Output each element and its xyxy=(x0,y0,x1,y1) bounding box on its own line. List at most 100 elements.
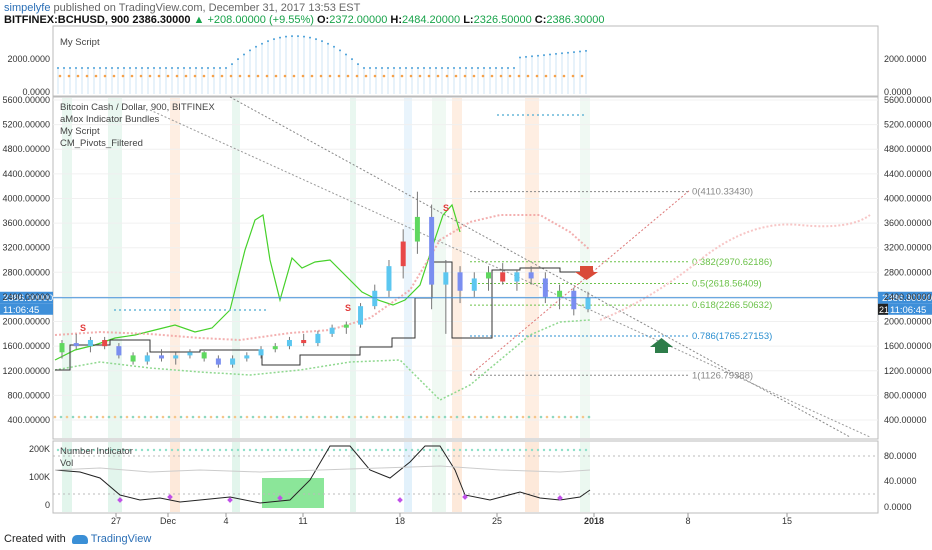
bottom-signal-dot xyxy=(98,448,102,452)
x-tick-label: Dec xyxy=(160,516,177,526)
countdown-tag-right-prefix: 21 xyxy=(879,305,889,315)
bottom-pane-frame xyxy=(52,440,879,514)
signal-dot xyxy=(124,309,126,311)
top-pane-dot xyxy=(75,67,77,69)
top-pane-dot xyxy=(543,54,545,57)
bottom-legend-vol[interactable]: Vol xyxy=(60,458,73,469)
top-pane-orange-dot xyxy=(526,74,530,78)
bottom-signal-dot xyxy=(224,448,228,452)
top-pane-dot xyxy=(117,67,119,69)
signal-dot-row xyxy=(185,415,189,419)
bottom-signal-dot xyxy=(392,448,396,452)
y-tick-label-left: 4800.00000 xyxy=(2,144,50,154)
top-pane-dot xyxy=(357,63,359,66)
top-pane-orange-dot xyxy=(301,74,305,78)
bottom-signal-dot xyxy=(524,448,528,452)
signal-dot-row xyxy=(425,415,429,419)
top-pane-dot xyxy=(345,53,347,56)
fib-level-label: 0(4110.33430) xyxy=(692,187,753,198)
x-tick-label: 8 xyxy=(685,516,690,526)
top-pane-dot xyxy=(519,56,521,59)
top-pane-dot xyxy=(99,67,101,69)
top-pane-dot xyxy=(291,35,293,38)
trendline-upper[interactable] xyxy=(229,96,851,438)
signal-dot-row xyxy=(209,415,213,419)
top-pane-orange-dot xyxy=(364,74,368,78)
candle-body xyxy=(173,355,179,359)
bottom-signal-dot xyxy=(194,448,198,452)
price-tag-left-text: 2386.30000 xyxy=(3,293,53,304)
signal-dot-row xyxy=(545,415,549,419)
bottom-signal-dot xyxy=(548,448,552,452)
oscillator-line xyxy=(54,203,461,361)
top-pane-dot xyxy=(249,49,251,52)
main-legend-pivots[interactable]: CM_Pivots_Filtered xyxy=(60,138,143,149)
signal-dot xyxy=(139,309,141,311)
signal-dot-row xyxy=(137,415,141,419)
bottom-signal-dot xyxy=(572,448,576,452)
bottom-signal-dot xyxy=(56,448,60,452)
top-pane-dot xyxy=(207,67,209,69)
symbol-info-bar: BITFINEX:BCHUSD, 900 2386.30000 ▲ +208.0… xyxy=(4,14,605,26)
candle-body xyxy=(471,278,477,291)
bottom-signal-dot xyxy=(122,448,126,452)
top-pane-dot xyxy=(447,67,449,69)
fib-level-label: 0.618(2266.50632) xyxy=(692,300,772,311)
candle-body xyxy=(443,272,449,285)
bottom-signal-dot xyxy=(230,448,234,452)
signal-dot-row xyxy=(569,415,573,419)
bottom-signal-dot xyxy=(374,448,378,452)
fib-retracement[interactable]: 0(4110.33430) 0.382(2970.62186) 0.5(2618.5… xyxy=(470,187,772,382)
signal-dot xyxy=(537,114,539,116)
candle-body xyxy=(301,340,307,344)
bottom-signal-dot xyxy=(332,448,336,452)
signal-dot xyxy=(502,114,504,116)
top-pane-orange-dot xyxy=(283,74,287,78)
main-legend-symbol[interactable]: Bitcoin Cash / Dollar, 900, BITFINEX xyxy=(60,102,215,113)
bottom-signal-dot xyxy=(434,448,438,452)
tradingview-brand[interactable]: TradingView xyxy=(90,533,152,545)
projection-band xyxy=(599,214,871,321)
main-legend-myscript[interactable]: My Script xyxy=(60,126,100,137)
signal-dot-row xyxy=(221,415,225,419)
top-pane-orange-dot xyxy=(238,74,242,78)
top-pane-orange-dot xyxy=(580,74,584,78)
top-pane-orange-dot xyxy=(175,74,179,78)
main-legend-amox[interactable]: aMox Indicator Bundles xyxy=(60,114,160,125)
bottom-signal-dot xyxy=(368,448,372,452)
bottom-oscillator-line xyxy=(54,445,591,504)
signal-dot-row xyxy=(449,415,453,419)
bottom-legend-number-indicator[interactable]: Number Indicator xyxy=(60,446,133,457)
candle-body xyxy=(286,340,292,347)
bottom-signal-dot xyxy=(254,448,258,452)
candle-body xyxy=(329,327,335,334)
bottom-diamond-marker xyxy=(117,497,123,503)
signal-dot-row xyxy=(269,415,273,419)
bottom-signal-dot xyxy=(248,448,252,452)
author-link[interactable]: simpelyfe xyxy=(4,2,51,14)
top-pane-orange-dot xyxy=(472,74,476,78)
top-pane-dot xyxy=(483,67,485,69)
trendline-middle[interactable] xyxy=(149,109,871,438)
signal-dot xyxy=(572,114,574,116)
top-pane-dot xyxy=(225,67,227,69)
highlight-band-bottom xyxy=(350,442,356,512)
signal-dot xyxy=(149,309,151,311)
candle-body xyxy=(201,352,207,359)
top-pane-orange-dot xyxy=(436,74,440,78)
x-axis[interactable]: 27 Dec 4 11 18 25 2018 8 15 xyxy=(111,513,792,526)
top-pane-frame xyxy=(52,25,879,97)
y-axis-left[interactable]: 400.00000 800.00000 1200.00000 1600.00000 20… xyxy=(2,95,50,425)
signal-dot-row xyxy=(293,415,297,419)
countdown-tag-left-text: 11:06:45 xyxy=(3,305,39,316)
indicator-overlays: S S S xyxy=(53,114,871,419)
y-tick-label-right: 1200.00000 xyxy=(884,366,932,376)
symbol-label[interactable]: BITFINEX:BCHUSD, 900 xyxy=(4,14,130,26)
top-pane-dot xyxy=(129,67,131,69)
low-label: L: xyxy=(463,14,474,26)
bottom-signal-dot xyxy=(452,448,456,452)
signal-dot-row xyxy=(107,415,111,419)
top-pane-orange-dot xyxy=(103,74,107,78)
y-axis-right[interactable]: 400.00000 800.00000 1200.00000 1600.00000 20… xyxy=(884,95,932,425)
